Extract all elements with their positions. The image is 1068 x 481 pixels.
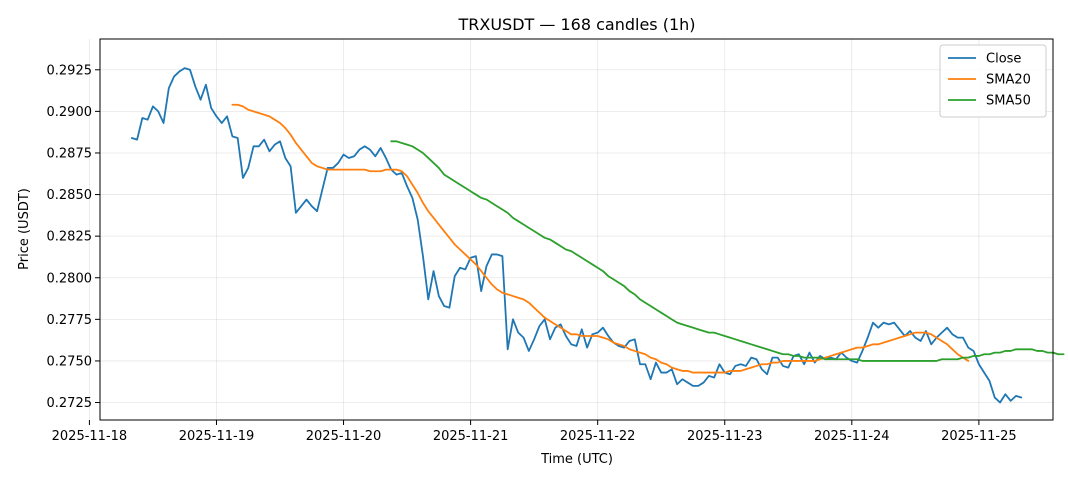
y-tick-label: 0.2750: [47, 354, 93, 369]
y-tick-label: 0.2800: [47, 271, 93, 286]
x-tick-label: 2025-11-19: [179, 429, 255, 444]
x-tick-label: 2025-11-18: [52, 429, 128, 444]
x-tick-label: 2025-11-23: [687, 429, 763, 444]
series-line-sma20: [231, 103, 970, 374]
y-tick-label: 0.2850: [47, 188, 93, 203]
y-tick-label: 0.2925: [47, 63, 93, 78]
y-tick-label: 0.2725: [47, 396, 93, 411]
x-tick-label: 2025-11-25: [941, 429, 1017, 444]
series-line-close: [130, 67, 1023, 404]
series-lines: [130, 67, 1065, 404]
x-tick-label: 2025-11-20: [306, 429, 382, 444]
x-tick-label: 2025-11-22: [560, 429, 636, 444]
x-tick-label: 2025-11-24: [814, 429, 890, 444]
y-axis-label: Price (USDT): [17, 188, 32, 270]
y-tick-label: 0.2900: [47, 105, 93, 120]
y-tick-label: 0.2775: [47, 313, 93, 328]
x-axis-label: Time (UTC): [540, 452, 613, 467]
y-tick-label: 0.2875: [47, 146, 93, 161]
legend: Close SMA20 SMA50: [939, 44, 1047, 118]
plot-frame: [99, 38, 1054, 421]
legend-label-sma20: SMA20: [986, 73, 1031, 88]
series-line-sma50: [390, 140, 1065, 362]
x-tick-label: 2025-11-21: [433, 429, 509, 444]
chart-title: TRXUSDT — 168 candles (1h): [457, 15, 695, 34]
x-axis-ticks: 2025-11-18 2025-11-19 2025-11-20 2025-11-21…: [52, 420, 1017, 444]
legend-box: [939, 44, 1047, 118]
y-axis-ticks: 0.2725 0.2750 0.2775 0.2800 0.2825 0.2850 0.28…: [47, 63, 100, 411]
legend-label-sma50: SMA50: [986, 94, 1031, 109]
y-tick-label: 0.2825: [47, 230, 93, 245]
legend-label-close: Close: [986, 52, 1021, 67]
